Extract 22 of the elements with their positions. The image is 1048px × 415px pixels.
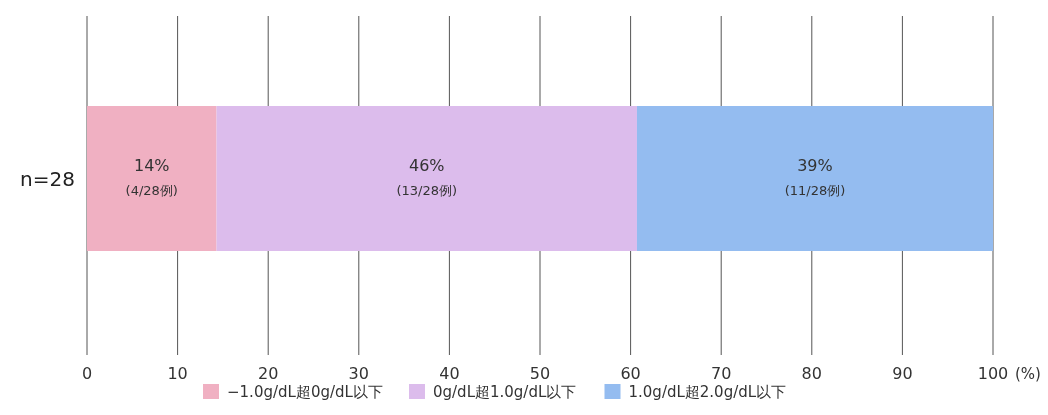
x-tick-label: 40 xyxy=(439,364,460,383)
bar xyxy=(87,106,217,251)
data-label: 14% (4/28例) xyxy=(125,155,178,198)
x-tick-label: 10 xyxy=(167,364,188,383)
x-tick-label: 70 xyxy=(711,364,732,383)
x-axis-title: (%) xyxy=(1015,365,1041,383)
bar xyxy=(636,106,993,251)
x-tick-label: 60 xyxy=(620,364,641,383)
legend-label: 1.0g/dL超2.0g/dL以下 xyxy=(628,383,787,401)
x-tick-label: 20 xyxy=(258,364,279,383)
y-tick-label: n=28 xyxy=(20,166,75,191)
data-label: 39% (11/28例) xyxy=(784,155,846,198)
legend-label: −1.0g/dL超0g/dL以下 xyxy=(227,383,383,401)
x-tick-label: 0 xyxy=(81,364,93,383)
x-tick-label: 100 xyxy=(977,364,1009,383)
legend-label: 0g/dL超1.0g/dL以下 xyxy=(433,383,577,401)
bar xyxy=(216,106,637,251)
data-label: 46% (13/28例) xyxy=(396,155,458,198)
x-tick-label: 50 xyxy=(529,364,551,383)
x-tick-label: 30 xyxy=(348,364,369,383)
x-tick-label: 90 xyxy=(892,364,913,383)
x-tick-label: 80 xyxy=(801,364,822,383)
